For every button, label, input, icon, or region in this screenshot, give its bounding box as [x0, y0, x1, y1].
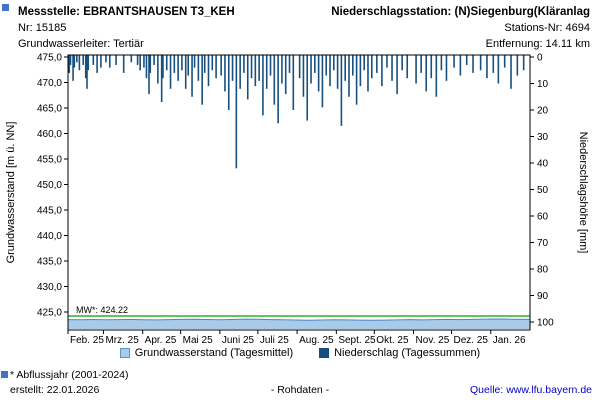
footer-marker-icon — [1, 371, 8, 378]
svg-text:0: 0 — [537, 53, 543, 64]
station-info-left: Messstelle: EBRANTSHAUSEN T3_KEH Nr: 151… — [18, 4, 235, 52]
svg-text:Jan. 26: Jan. 26 — [493, 335, 526, 346]
corner-marker-icon — [2, 4, 9, 11]
precipitation-swatch-icon — [319, 348, 330, 358]
svg-text:Juli 25: Juli 25 — [260, 335, 289, 346]
measuring-point-title: Messstelle: EBRANTSHAUSEN T3_KEH — [18, 6, 235, 18]
measuring-point-number: Nr: 15185 — [18, 22, 67, 34]
plot-border — [67, 54, 531, 331]
svg-text:Juni 25: Juni 25 — [222, 335, 255, 346]
created-date: erstellt: 22.01.2026 — [10, 384, 100, 396]
svg-text:430,0: 430,0 — [37, 282, 62, 293]
groundwater-swatch-icon — [119, 348, 130, 358]
legend-label-groundwater: Grundwasserstand (Tagesmittel) — [134, 347, 294, 359]
svg-text:80: 80 — [537, 265, 549, 276]
precip-station-number: Stations-Nr: 4694 — [504, 22, 590, 34]
svg-text:425,0: 425,0 — [37, 308, 62, 319]
right-axis-title: Niederschlagshöhe [mm] — [577, 132, 589, 254]
svg-text:455,0: 455,0 — [37, 155, 62, 166]
legend-label-precipitation: Niederschlag (Tagessummen) — [334, 347, 481, 359]
svg-text:445,0: 445,0 — [37, 206, 62, 217]
svg-text:20: 20 — [537, 106, 549, 117]
svg-text:Feb. 25: Feb. 25 — [70, 335, 104, 346]
svg-text:470,0: 470,0 — [37, 78, 62, 89]
svg-text:440,0: 440,0 — [37, 231, 62, 242]
svg-text:450,0: 450,0 — [37, 180, 62, 191]
legend-item-groundwater: Grundwasserstand (Tagesmittel) — [119, 347, 294, 359]
mean-water-label: MW*: 424.22 — [76, 305, 128, 315]
svg-text:40: 40 — [537, 159, 549, 170]
legend-item-precipitation: Niederschlag (Tagessummen) — [319, 347, 480, 359]
source-link[interactable]: Quelle: www.lfu.bayern.de — [470, 384, 592, 396]
precip-station-distance: Entfernung: 14.11 km — [485, 38, 590, 50]
svg-text:10: 10 — [537, 79, 549, 90]
left-axis: 475,0 470,0 465,0 460,0 455,0 450,0 445,0 440,0… — [37, 53, 68, 319]
raw-data-note: - Rohdaten - — [270, 384, 330, 396]
aquifer-info: Grundwasserleiter: Tertiär — [18, 38, 144, 50]
svg-text:Sept. 25: Sept. 25 — [338, 335, 376, 346]
svg-text:70: 70 — [537, 238, 549, 249]
chart-legend: Grundwasserstand (Tagesmittel) Niedersch… — [0, 347, 600, 359]
station-info-right: Niederschlagsstation: (N)Siegenburg(Klär… — [331, 4, 590, 52]
svg-text:90: 90 — [537, 291, 549, 302]
svg-text:100: 100 — [537, 318, 554, 329]
x-axis: Feb. 25 Mrz. 25 Apr. 25 Mai 25 Juni 25 Juli 2… — [67, 330, 526, 346]
svg-text:Dez. 25: Dez. 25 — [454, 335, 489, 346]
svg-text:435,0: 435,0 — [37, 257, 62, 268]
left-axis-title: Grundwasserstand [m ü. NN] — [5, 122, 17, 264]
svg-text:465,0: 465,0 — [37, 104, 62, 115]
svg-text:Aug. 25: Aug. 25 — [299, 335, 334, 346]
svg-text:460,0: 460,0 — [37, 129, 62, 140]
groundwater-series — [67, 318, 531, 329]
right-axis: 0 10 20 30 40 50 60 70 80 90 100 — [530, 53, 554, 329]
svg-text:Mai 25: Mai 25 — [183, 335, 213, 346]
svg-text:Mrz. 25: Mrz. 25 — [105, 335, 139, 346]
mean-footnote: * Abflussjahr (2001-2024) — [10, 369, 129, 381]
svg-text:Okt. 25: Okt. 25 — [376, 335, 409, 346]
precip-bars — [68, 55, 525, 169]
svg-text:Apr. 25: Apr. 25 — [145, 335, 177, 346]
svg-text:60: 60 — [537, 212, 549, 223]
svg-text:50: 50 — [537, 185, 549, 196]
precip-station-title: Niederschlagsstation: (N)Siegenburg(Klär… — [331, 6, 590, 18]
svg-text:475,0: 475,0 — [37, 53, 62, 64]
svg-text:Nov. 25: Nov. 25 — [416, 335, 450, 346]
svg-text:30: 30 — [537, 132, 549, 143]
